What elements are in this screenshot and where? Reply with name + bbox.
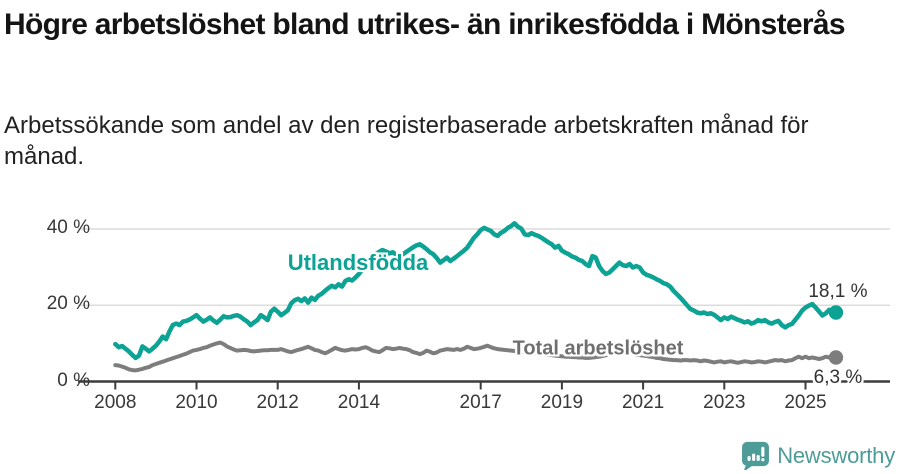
series-line-utlandsfodda bbox=[113, 221, 839, 361]
x-tick-label-2014: 2014 bbox=[337, 391, 381, 413]
end-dot-utlandsfodda bbox=[828, 305, 844, 320]
chart-title: Högre arbetslöshet bland utrikes- än inr… bbox=[4, 8, 846, 41]
x-tick-label-2025: 2025 bbox=[784, 391, 827, 413]
x-tick-label-2008: 2008 bbox=[94, 391, 137, 413]
x-tick-label-2017: 2017 bbox=[459, 391, 502, 413]
end-value-label-utlandsfodda: 18,1 % bbox=[808, 280, 868, 302]
newsworthy-wordmark: Newsworthy bbox=[777, 442, 895, 468]
x-tick-label-2012: 2012 bbox=[256, 391, 299, 413]
y-tick-label-20: 20 % bbox=[46, 293, 90, 315]
end-dot-total bbox=[828, 350, 844, 365]
x-tick-label-2010: 2010 bbox=[175, 391, 218, 413]
x-tick-label-2021: 2021 bbox=[621, 391, 665, 413]
series-label-total: Total arbetslöshet bbox=[512, 337, 684, 360]
chart-subtitle: Arbetssökande som andel av den registerb… bbox=[4, 112, 809, 170]
x-tick-label-2019: 2019 bbox=[540, 391, 584, 413]
newsworthy-logo: Newsworthy bbox=[741, 441, 895, 470]
series-line-total bbox=[113, 340, 838, 373]
x-tick-label-2023: 2023 bbox=[703, 391, 746, 413]
newsworthy-icon bbox=[742, 441, 770, 470]
end-value-label-total: 6,3 % bbox=[813, 366, 863, 388]
series-label-utlandsfodda: Utlandsfödda bbox=[287, 250, 429, 275]
y-tick-label-40: 40 % bbox=[46, 217, 90, 238]
y-tick-label-0: 0 % bbox=[57, 369, 90, 391]
